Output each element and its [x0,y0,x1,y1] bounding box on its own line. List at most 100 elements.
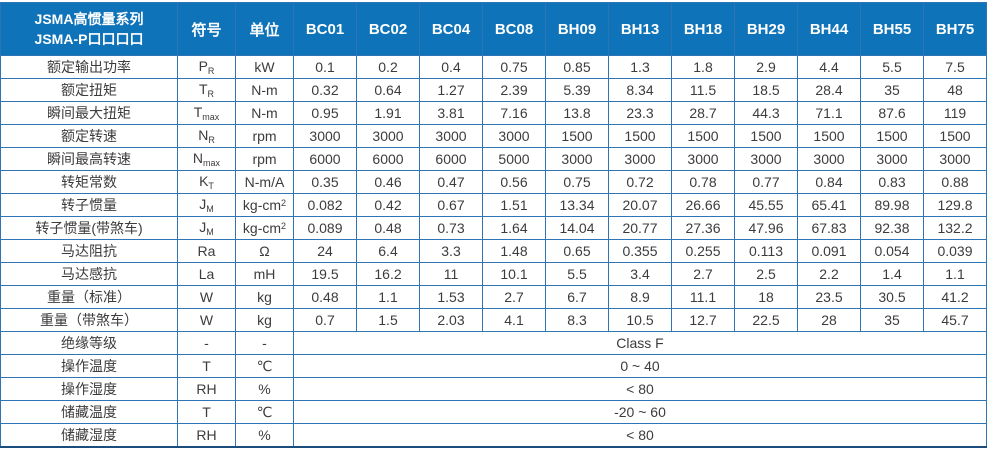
value-cell: 132.2 [923,216,987,240]
value-cell: 0.42 [356,193,420,217]
unit-cell: kg [235,308,294,332]
spec-row: 瞬间最大扭矩 Tmax N-m 0.95 1.91 3.81 7.16 13.8 23.3 28.… [0,101,987,125]
value-cell: 1.1 [923,262,987,286]
value-cell: 18.5 [734,78,798,102]
unit-main: rpm [252,151,277,167]
unit-main: kW [254,59,275,75]
unit-superscript: 2 [281,221,287,231]
spec-row: 额定扭矩 TR N-m 0.32 0.64 1.27 2.39 5.39 8.34 11.5 18.… [0,78,987,102]
spec-row: 转子惯量(带煞车) JM kg-cm2 0.089 0.48 0.73 1.64 14.04 2… [0,216,987,240]
value-cell: 129.8 [923,193,987,217]
value-cell: 45.55 [734,193,798,217]
value-cell: 3000 [293,124,357,148]
value-cell: 14.04 [545,216,609,240]
spec-row-label: 瞬间最高转速 [0,147,178,171]
spec-row-label: 额定输出功率 [0,55,178,79]
value-cell: 35 [860,78,924,102]
unit-cell: rpm [235,147,294,171]
unit-main: N-m/A [244,174,285,190]
value-cell: 0.32 [293,78,357,102]
value-cell: 0.35 [293,170,357,194]
series-title-line1: JSMA高惯量系列 [34,11,144,27]
model-header-bc01: BC01 [293,2,357,56]
value-cell: 3000 [608,147,672,171]
unit-main: kg-cm [242,220,282,236]
value-cell: 1.51 [482,193,546,217]
unit-cell: rpm [235,124,294,148]
value-cell: 1.3 [608,55,672,79]
value-cell: 0.48 [356,216,420,240]
value-cell: 3000 [860,147,924,171]
value-cell: 5000 [482,147,546,171]
value-cell: 67.83 [797,216,861,240]
header-row: JSMA高惯量系列 JSMA-P口口口口 符号 单位 BC01 BC02 BC04 B… [0,2,987,56]
symbol-cell: W [177,308,236,332]
value-cell: 28 [797,308,861,332]
value-cell: 3000 [734,147,798,171]
value-cell: 0.1 [293,55,357,79]
unit-cell: kW [235,55,294,79]
series-title-cell: JSMA高惯量系列 JSMA-P口口口口 [0,2,178,56]
unit-cell: N-m/A [235,170,294,194]
spec-row-label: 额定扭矩 [0,78,178,102]
unit-cell: kg [235,285,294,309]
value-cell: 1500 [671,124,735,148]
unit-superscript: 2 [281,198,287,208]
value-cell: 0.67 [419,193,483,217]
value-cell: 0.85 [545,55,609,79]
value-cell: 0.054 [860,239,924,263]
value-cell: 1.1 [356,285,420,309]
symbol-cell: TR [177,78,236,102]
symbol-subscript: T [208,181,214,191]
symbol-main: T [198,81,208,97]
value-cell: 0.78 [671,170,735,194]
value-cell: 2.9 [734,55,798,79]
value-cell: 7.5 [923,55,987,79]
value-cell: 3.81 [419,101,483,125]
value-cell: 5.39 [545,78,609,102]
symbol-main: P [198,58,208,74]
unit-main: mH [253,266,276,282]
value-cell: 5.5 [860,55,924,79]
value-cell: 6000 [293,147,357,171]
value-cell: 44.3 [734,101,798,125]
value-cell: 119 [923,101,987,125]
value-cell: 1.4 [860,262,924,286]
value-cell: 11.1 [671,285,735,309]
symbol-cell: JM [177,193,236,217]
model-header-bc04: BC04 [419,2,483,56]
unit-cell: % [235,423,294,448]
value-cell: 6000 [419,147,483,171]
unit-main: kg [257,289,272,305]
value-cell: 0.73 [419,216,483,240]
value-cell: 1.48 [482,239,546,263]
symbol-main: K [199,173,209,189]
unit-cell: kg-cm2 [235,193,294,217]
value-cell: 3000 [797,147,861,171]
symbol-subscript: R [207,66,215,76]
env-row-label: 储藏湿度 [0,423,178,448]
unit-cell: N-m [235,78,294,102]
value-cell: 1.8 [671,55,735,79]
value-cell: 18 [734,285,798,309]
value-cell: 23.3 [608,101,672,125]
unit-cell: ℃ [235,354,294,378]
spec-row-label: 瞬间最大扭矩 [0,101,178,125]
symbol-subscript: R [208,135,215,145]
unit-cell: - [235,331,294,355]
value-cell: 0.46 [356,170,420,194]
unit-main: Ω [259,243,270,259]
symbol-main: N [192,150,204,166]
symbol-cell: T [177,354,236,378]
value-cell: 1500 [860,124,924,148]
model-header-bh29: BH29 [734,2,798,56]
value-cell: 3000 [671,147,735,171]
symbol-column-header: 符号 [177,2,236,56]
value-cell: 0.47 [419,170,483,194]
value-cell: 8.3 [545,308,609,332]
unit-main: rpm [252,128,277,144]
symbol-subscript: M [206,204,214,214]
value-cell: 0.75 [482,55,546,79]
